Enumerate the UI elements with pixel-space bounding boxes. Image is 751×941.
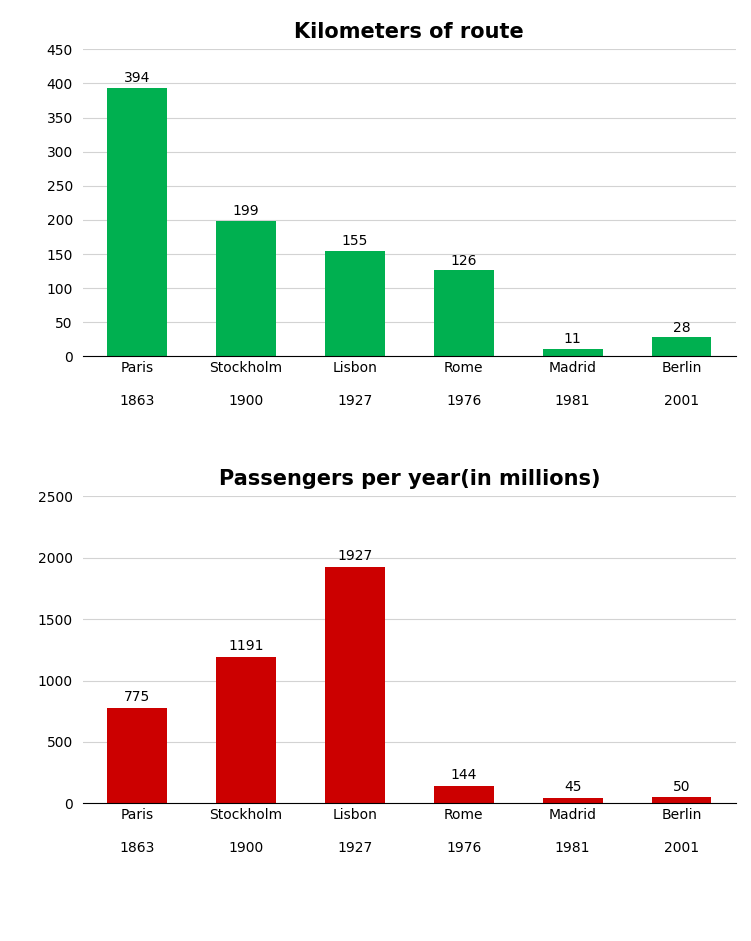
Bar — [216, 220, 276, 357]
Text: 50: 50 — [673, 779, 690, 793]
Bar — [434, 270, 493, 357]
Title: Passengers per year(in millions): Passengers per year(in millions) — [219, 470, 600, 489]
Bar — [543, 798, 602, 804]
Text: 28: 28 — [673, 321, 690, 335]
Text: The railway system in six cities in Europe: The railway system in six cities in Euro… — [52, 895, 699, 923]
Bar — [434, 786, 493, 804]
Bar — [652, 797, 711, 804]
Text: 775: 775 — [124, 691, 150, 705]
Text: 1927: 1927 — [337, 549, 372, 563]
Text: 144: 144 — [451, 768, 477, 782]
Text: 1191: 1191 — [228, 639, 264, 653]
Bar — [216, 657, 276, 804]
Text: 199: 199 — [233, 204, 259, 218]
Bar — [325, 250, 385, 357]
Bar — [325, 566, 385, 804]
Title: Kilometers of route: Kilometers of route — [294, 23, 524, 42]
Text: 394: 394 — [124, 71, 150, 85]
Bar — [652, 337, 711, 357]
Bar — [107, 88, 167, 357]
Text: 11: 11 — [564, 332, 581, 346]
Text: 155: 155 — [342, 234, 368, 247]
Bar — [107, 709, 167, 804]
Text: 45: 45 — [564, 780, 581, 794]
Text: 126: 126 — [451, 254, 477, 267]
Bar — [543, 349, 602, 357]
